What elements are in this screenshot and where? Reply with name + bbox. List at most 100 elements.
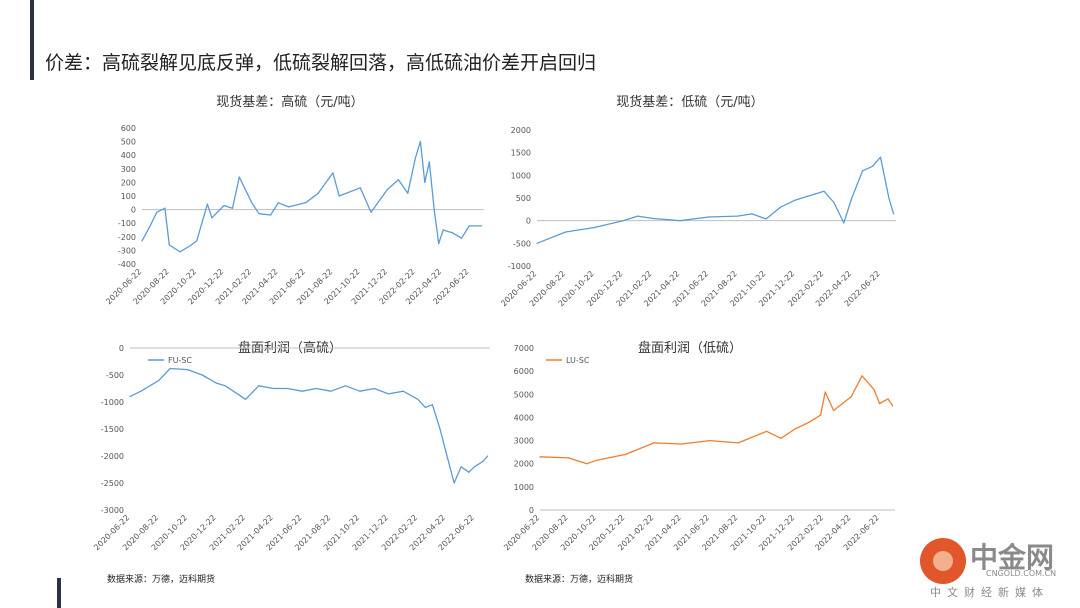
data-point xyxy=(823,190,825,192)
data-point xyxy=(164,207,166,209)
data-point xyxy=(622,220,624,222)
y-tick-label: 1000 xyxy=(514,483,534,492)
data-point xyxy=(201,374,203,376)
data-point xyxy=(680,443,683,445)
y-tick-label: -100 xyxy=(118,219,136,228)
data-point xyxy=(679,220,681,222)
data-point xyxy=(708,216,710,218)
data-point xyxy=(765,218,767,220)
data-point xyxy=(460,466,462,468)
y-tick-label: 100 xyxy=(121,192,136,201)
data-point xyxy=(223,204,225,207)
source-note-left: 数据来源：万德，迈科期货 xyxy=(107,575,216,585)
data-point xyxy=(624,453,626,456)
y-tick-label: 200 xyxy=(121,178,136,187)
data-point xyxy=(439,428,441,430)
watermark: 中金网 CNGOLD.COM.CN 中文财经新媒体 xyxy=(918,536,1078,604)
title-accent-bar xyxy=(30,0,34,80)
data-point xyxy=(651,217,653,219)
y-tick-label: 3000 xyxy=(514,437,534,446)
data-point xyxy=(442,229,444,231)
data-point xyxy=(871,165,874,167)
data-point xyxy=(387,188,389,190)
data-point xyxy=(407,192,409,194)
data-point xyxy=(359,390,361,392)
data-point xyxy=(843,222,845,224)
data-point xyxy=(832,409,835,412)
data-point xyxy=(402,390,404,392)
y-tick-label: -400 xyxy=(118,260,136,269)
data-point xyxy=(539,456,541,458)
data-point xyxy=(149,225,151,227)
data-point xyxy=(586,463,588,465)
y-tick-label: 0 xyxy=(131,206,136,215)
data-point xyxy=(482,460,484,462)
data-point xyxy=(481,225,483,227)
data-point xyxy=(424,406,426,408)
data-point xyxy=(565,231,567,233)
watermark-logo-icon xyxy=(920,538,966,584)
data-point xyxy=(424,181,426,183)
series-line xyxy=(536,156,895,244)
data-point xyxy=(851,197,853,199)
data-point xyxy=(211,217,213,219)
data-point xyxy=(414,157,417,159)
data-point xyxy=(893,213,895,215)
chart-panel-2: 现货基差：低硫（元/吨）-1000-5000500100015002000202… xyxy=(499,94,896,308)
data-point xyxy=(168,244,170,246)
y-tick-label: -1000 xyxy=(508,262,531,271)
data-point xyxy=(536,242,538,244)
y-tick-label: 1500 xyxy=(511,149,531,158)
data-point xyxy=(186,369,189,371)
data-point xyxy=(397,179,399,181)
y-tick-label: -1000 xyxy=(101,398,124,407)
data-point xyxy=(196,240,198,242)
data-point xyxy=(258,385,260,387)
data-point xyxy=(231,207,234,209)
data-point xyxy=(780,437,782,439)
data-point xyxy=(879,402,881,405)
data-point xyxy=(808,195,811,197)
watermark-slogan: 中文财经新媒体 xyxy=(930,586,1049,599)
data-point xyxy=(593,226,596,229)
data-point xyxy=(567,457,569,459)
data-point xyxy=(736,215,739,217)
data-point xyxy=(428,161,430,163)
data-point xyxy=(179,251,181,253)
data-point xyxy=(387,393,390,395)
data-point xyxy=(359,187,361,189)
data-point xyxy=(468,225,470,227)
series-line xyxy=(129,367,489,484)
data-point xyxy=(473,466,476,468)
data-point xyxy=(468,471,470,473)
data-point xyxy=(156,211,158,213)
data-point xyxy=(238,176,240,178)
chart-title: 盘面利润（低硫） xyxy=(638,340,742,356)
data-point xyxy=(780,206,782,208)
chart-title: 现货基差：低硫（元/吨） xyxy=(616,94,763,110)
y-tick-label: 1000 xyxy=(511,171,531,180)
y-tick-label: -1500 xyxy=(101,425,124,434)
data-point xyxy=(140,390,142,392)
y-tick-label: -200 xyxy=(118,233,136,242)
data-point xyxy=(824,391,826,393)
y-tick-label: 500 xyxy=(516,194,531,203)
data-point xyxy=(861,375,863,377)
data-point xyxy=(317,192,319,194)
data-point xyxy=(419,141,421,143)
data-point xyxy=(332,172,334,174)
y-tick-label: -300 xyxy=(118,246,136,255)
series-line xyxy=(141,140,482,253)
chart-panel-1: 现货基差：高硫（元/吨） -400 -300 -200 -100 0 100 200 300 40… xyxy=(104,94,484,306)
data-point xyxy=(258,213,260,215)
chart-panel-4: 盘面利润（低硫）01000200030004000500060007000202… xyxy=(502,340,895,552)
data-point xyxy=(251,202,253,204)
bottom-accent-bar xyxy=(57,578,61,608)
y-tick-label: 4000 xyxy=(514,413,534,422)
y-tick-label: 5000 xyxy=(514,390,534,399)
chart-panel-3: 盘面利润（高硫）-3000-2500-2000-1500-1000-500020… xyxy=(92,340,490,552)
data-point xyxy=(129,396,131,398)
data-point xyxy=(373,387,376,390)
y-tick-label: 2000 xyxy=(511,126,531,135)
